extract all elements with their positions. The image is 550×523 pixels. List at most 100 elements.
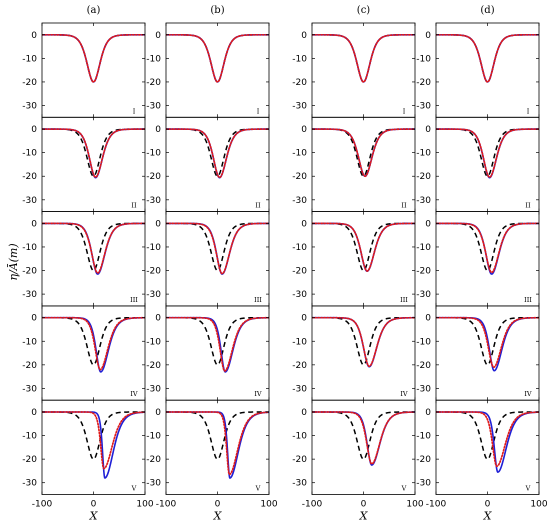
y-tick-label: -10 (292, 149, 307, 159)
y-tick-label: -30 (146, 196, 161, 206)
panel-frame (435, 305, 540, 401)
y-tick-label: -10 (146, 243, 161, 253)
y-tick-label: -10 (146, 432, 161, 442)
dotted-series-line (166, 33, 269, 83)
y-tick-label: 0 (301, 314, 307, 324)
y-tick-label: -20 (292, 267, 307, 277)
y-tick-label: -30 (22, 290, 37, 300)
panel-frame (435, 22, 540, 118)
solid-series-line (166, 316, 269, 373)
y-tick-label: -10 (292, 54, 307, 64)
dotted-series-line (312, 316, 415, 368)
dashed-series-line (42, 34, 145, 83)
row-label: I (527, 107, 530, 115)
row-label: II (255, 202, 261, 210)
row-label: IV (400, 390, 408, 398)
dashed-series-line (166, 411, 269, 460)
x-tick-label: -100 (156, 500, 177, 510)
dashed-series-line (42, 411, 145, 460)
panel-frame (165, 305, 270, 401)
x-tick-label: 100 (530, 500, 547, 510)
dotted-series-line (436, 316, 539, 369)
y-tick-label: -10 (416, 243, 431, 253)
y-tick-label: -20 (146, 172, 161, 182)
solid-series-line (42, 128, 145, 179)
y-tick-label: -30 (292, 384, 307, 394)
x-axis-label: X (89, 510, 99, 523)
panel-frame (311, 399, 416, 495)
panel-c-I: 0 -10 -20 -30 I (292, 22, 416, 118)
y-tick-label: -20 (416, 361, 431, 371)
y-tick-label: 0 (301, 31, 307, 41)
panel-frame (311, 22, 416, 118)
dotted-series-line (436, 128, 539, 179)
panel-a-I: 0 -10 -20 -30 I (22, 22, 146, 118)
panel-frame (435, 116, 540, 213)
y-tick-label: -10 (292, 337, 307, 347)
y-tick-label: -20 (146, 455, 161, 465)
y-tick-label: 0 (155, 219, 161, 229)
panel-frame (165, 22, 270, 118)
dashed-series-line (42, 128, 145, 178)
y-tick-label: -20 (22, 267, 37, 277)
solid-series-line (436, 222, 539, 275)
y-tick-label: -20 (416, 172, 431, 182)
column-labels: (a) (b) (c) (d) (87, 5, 495, 16)
dotted-series-line (166, 222, 269, 275)
row-label: II (401, 202, 407, 210)
y-tick-label: 0 (301, 408, 307, 418)
y-tick-label: -30 (22, 102, 37, 112)
solid-series-line (312, 316, 415, 368)
dotted-series-line (436, 222, 539, 274)
y-tick-label: -30 (416, 196, 431, 206)
y-tick-label: -20 (292, 78, 307, 88)
solid-series-line (42, 222, 145, 275)
panel-b-V: 0 -10 -20 -30 V (146, 399, 270, 495)
solid-series-line (166, 33, 269, 83)
y-tick-label: -30 (292, 479, 307, 489)
solid-series-line (312, 411, 415, 466)
x-tick-label: 100 (260, 500, 277, 510)
y-tick-label: -10 (416, 54, 431, 64)
y-tick-label: -20 (416, 267, 431, 277)
panel-d-IV: 0 -10 -20 -30 IV (416, 305, 540, 401)
y-tick-label: -20 (146, 361, 161, 371)
row-label: III (400, 296, 408, 304)
y-tick-label: -20 (292, 172, 307, 182)
y-tick-label: -10 (22, 432, 37, 442)
y-tick-label: -30 (416, 290, 431, 300)
dashed-series-line (312, 128, 415, 178)
y-tick-label: -10 (416, 337, 431, 347)
y-tick-label: -20 (292, 455, 307, 465)
row-label: IV (254, 390, 262, 398)
row-label: III (254, 296, 262, 304)
x-axis-label: X (213, 510, 223, 523)
dotted-series-line (312, 128, 415, 178)
y-tick-label: 0 (155, 125, 161, 135)
dotted-series-line (166, 316, 269, 372)
row-label: V (255, 485, 261, 493)
panel-c-V: 0 -10 -20 -30 V (292, 399, 416, 495)
dashed-series-line (436, 34, 539, 83)
solid-series-line (436, 411, 539, 473)
y-tick-label: -20 (22, 455, 37, 465)
panel-b-III: 0 -10 -20 -30 III (146, 211, 270, 307)
panel-frame (165, 116, 270, 213)
y-tick-label: -30 (22, 384, 37, 394)
x-tick-label: 0 (91, 500, 97, 510)
column-label: (d) (480, 5, 494, 16)
y-tick-label: 0 (31, 219, 37, 229)
y-tick-label: -30 (292, 102, 307, 112)
panel-grid: 0-10-20-30 I0-10-20-30 II0-10-20-30 III0-10… (22, 22, 540, 495)
y-tick-label: -30 (292, 290, 307, 300)
y-tick-label: -30 (416, 102, 431, 112)
y-tick-label: -10 (292, 243, 307, 253)
dotted-series-line (42, 33, 145, 83)
panel-a-III: 0 -10 -20 -30 III (22, 211, 146, 307)
y-tick-label: -10 (292, 432, 307, 442)
y-tick-label: -10 (416, 432, 431, 442)
dotted-series-line (312, 33, 415, 83)
y-tick-label: -30 (292, 196, 307, 206)
panel-a-II: 0 -10 -20 -30 II (22, 116, 146, 213)
y-tick-label: -30 (146, 290, 161, 300)
